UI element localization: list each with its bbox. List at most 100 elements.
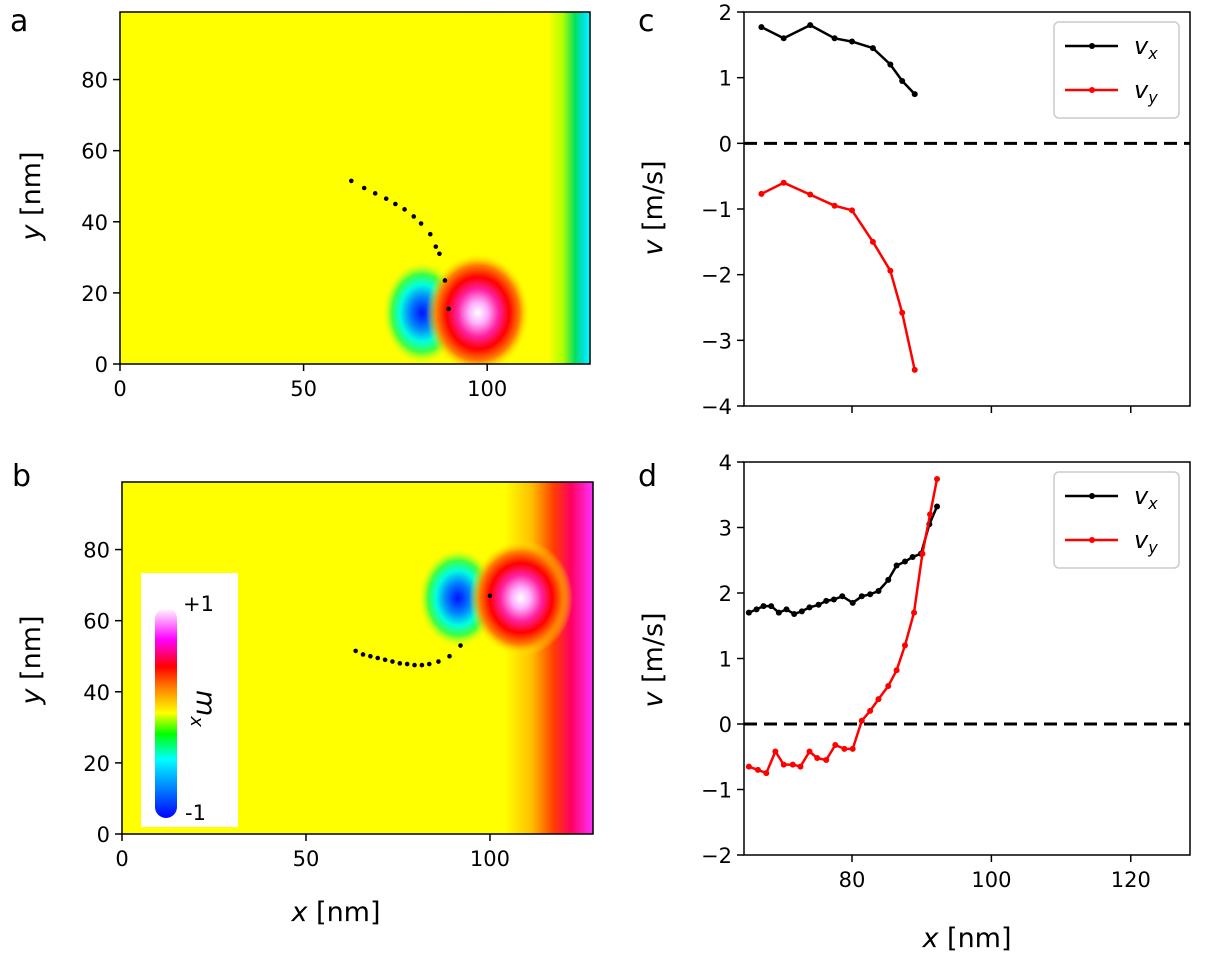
heatmap-b-red-pole xyxy=(469,540,573,656)
ytick-label-c: 1 xyxy=(719,67,732,91)
data-point-vx xyxy=(858,593,865,600)
data-point-vy xyxy=(806,748,813,755)
data-point-vy xyxy=(934,476,941,483)
data-point-vx xyxy=(753,606,760,613)
ytick-label-c: −4 xyxy=(701,395,732,419)
trajectory-point xyxy=(375,655,381,661)
xtick-label-a: 50 xyxy=(290,377,317,401)
trajectory-point xyxy=(437,251,442,257)
ytick-label-b: 80 xyxy=(83,539,110,563)
trajectory-point xyxy=(411,214,417,219)
ytick-label-c: −2 xyxy=(701,264,732,288)
ytick-label-a: 40 xyxy=(81,211,108,235)
data-point-vy xyxy=(807,191,814,198)
ytick-label-d: −1 xyxy=(701,779,732,803)
data-point-vx xyxy=(934,503,941,510)
data-point-vx xyxy=(783,606,790,613)
trajectory-point xyxy=(418,221,424,226)
trajectory-point xyxy=(404,661,410,667)
data-point-vx xyxy=(849,599,856,606)
legend-c-box xyxy=(1053,21,1180,119)
ylabel-a: y [nm] xyxy=(16,151,47,241)
trajectory-point xyxy=(361,185,367,191)
data-point-vy xyxy=(754,766,761,773)
trajectory-point xyxy=(412,662,417,668)
data-point-vx xyxy=(869,45,876,52)
data-point-vx xyxy=(815,601,822,608)
data-point-vy xyxy=(885,683,892,690)
data-point-vy xyxy=(780,179,787,186)
legend-d-vy-marker xyxy=(1089,537,1095,543)
xtick-label-b: 50 xyxy=(293,847,320,871)
ylabel-b: y [nm] xyxy=(16,615,47,705)
data-point-vy xyxy=(772,748,779,755)
ytick-label-c: 0 xyxy=(719,132,732,156)
data-point-vy xyxy=(867,707,874,714)
data-point-vy xyxy=(911,366,918,373)
data-point-vx xyxy=(849,38,856,45)
trajectory-point xyxy=(427,231,433,237)
legend-d-vx-label: vx xyxy=(1134,482,1158,513)
xtick-label-d: 120 xyxy=(1111,868,1151,892)
panel-c-line-chart: −4 −3 −2 −1 0 1 2 v [m/s] vx vy xyxy=(638,1,1191,419)
heatmap-a-top-feature xyxy=(445,12,525,40)
ytick-label-d: 1 xyxy=(719,648,732,672)
data-point-vx xyxy=(823,597,830,604)
data-point-vy xyxy=(797,763,804,770)
data-point-vy xyxy=(814,755,821,762)
xtick-label-d: 100 xyxy=(971,868,1011,892)
data-point-vy xyxy=(858,717,865,724)
ytick-label-a: 80 xyxy=(81,69,108,93)
data-point-vx xyxy=(775,609,782,616)
data-point-vx xyxy=(768,603,775,610)
data-point-vx xyxy=(807,22,814,29)
data-point-vx xyxy=(780,35,787,42)
colorbar-max-label: +1 xyxy=(183,592,214,616)
data-point-vy xyxy=(899,309,906,316)
panel-label-c: c xyxy=(638,4,655,39)
data-point-vy xyxy=(849,207,856,214)
trajectory-point xyxy=(442,278,448,283)
data-point-vy xyxy=(869,238,876,245)
data-point-vx xyxy=(831,35,838,42)
panel-label-a: a xyxy=(10,4,28,39)
trajectory-point xyxy=(372,191,378,196)
legend-c-vy-label: vy xyxy=(1134,76,1158,107)
trajectory-point xyxy=(397,661,403,666)
data-point-vx xyxy=(745,609,752,616)
data-point-vy xyxy=(823,757,830,764)
heatmap-b-edge xyxy=(505,482,593,834)
data-point-vy xyxy=(789,761,796,768)
data-point-vx xyxy=(901,558,908,565)
trajectory-point xyxy=(353,648,358,654)
data-point-vx xyxy=(791,610,798,617)
data-point-vx xyxy=(875,588,882,595)
ytick-label-a: 0 xyxy=(95,353,108,377)
colorbar: +1 -1 mx xyxy=(141,573,238,827)
trajectory-point xyxy=(487,593,493,599)
panel-label-b: b xyxy=(12,459,31,494)
ytick-label-d: 2 xyxy=(719,582,732,606)
trajectory-point xyxy=(433,244,439,249)
legend-d-vy-label: vy xyxy=(1134,526,1158,557)
heatmap-a-red-pole xyxy=(426,253,530,364)
legend-c-vx-marker xyxy=(1089,43,1095,49)
ytick-label-a: 20 xyxy=(81,282,108,306)
data-point-vy xyxy=(919,550,926,557)
data-point-vx xyxy=(867,591,874,598)
data-point-vx xyxy=(839,593,846,600)
xtick-label-d: 80 xyxy=(839,868,866,892)
trajectory-point xyxy=(402,207,407,212)
frame-a xyxy=(119,11,591,365)
data-point-vy xyxy=(745,763,752,770)
panel-b-heatmap: +1 -1 mx 0 50 100 0 20 40 60 80 y [nm] x [nm] xyxy=(16,481,594,928)
data-point-vy xyxy=(780,761,787,768)
heatmap-a-edge xyxy=(548,12,590,364)
ytick-label-d: 4 xyxy=(719,451,732,475)
data-point-vx xyxy=(830,596,837,603)
legend-c-vy-marker xyxy=(1089,87,1095,93)
data-point-vy xyxy=(911,609,918,616)
data-point-vx xyxy=(760,603,767,610)
data-point-vx xyxy=(885,576,892,583)
data-point-vx xyxy=(798,608,805,615)
